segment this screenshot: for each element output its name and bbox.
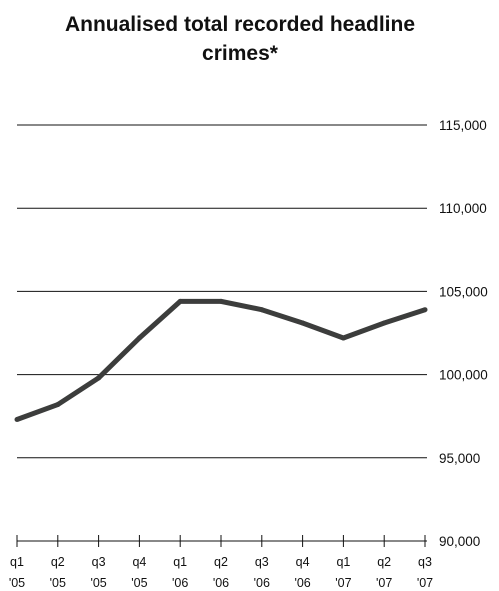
y-tick-label: 110,000: [439, 201, 487, 216]
x-tick-label-quarter: q1: [173, 555, 187, 569]
y-tick-label: 100,000: [439, 368, 488, 383]
x-tick-label-year: '07: [417, 576, 433, 590]
y-tick-label: 115,000: [439, 118, 487, 133]
x-tick-label-year: '05: [9, 576, 25, 590]
x-tick-label-year: '05: [90, 576, 106, 590]
data-point: [300, 320, 306, 326]
x-tick-label-quarter: q2: [377, 555, 391, 569]
x-tick-label-year: '05: [50, 576, 66, 590]
y-tick-label: 90,000: [439, 534, 480, 549]
data-point: [259, 307, 265, 313]
data-point: [136, 335, 142, 341]
x-tick-label-quarter: q4: [132, 555, 146, 569]
x-tick-label-quarter: q3: [255, 555, 269, 569]
chart-title-line-1: Annualised total recorded headline: [64, 13, 416, 36]
x-tick-label-quarter: q3: [418, 555, 432, 569]
data-point: [422, 307, 428, 313]
chart-title: Annualised total recorded headline crime…: [0, 10, 480, 68]
x-tick-label-year: '06: [172, 576, 188, 590]
x-tick-label-quarter: q3: [92, 555, 106, 569]
x-tick-label-quarter: q1: [10, 555, 24, 569]
x-tick-label-year: '06: [213, 576, 229, 590]
x-tick-label-year: '05: [131, 576, 147, 590]
data-point: [177, 298, 183, 304]
data-point: [14, 417, 20, 423]
series-line: [16, 298, 426, 422]
x-tick-label-year: '06: [294, 576, 310, 590]
x-tick-label-quarter: q2: [51, 555, 65, 569]
y-tick-label: 95,000: [439, 451, 480, 466]
chart-title-line-2: crimes*: [202, 42, 278, 65]
x-tick-label-year: '06: [254, 576, 270, 590]
x-tick-label-year: '07: [335, 576, 351, 590]
data-point: [96, 375, 102, 381]
x-tick-label-year: '07: [376, 576, 392, 590]
data-point: [55, 402, 61, 408]
x-tick-label-quarter: q1: [336, 555, 350, 569]
x-tick-label-quarter: q4: [296, 555, 310, 569]
data-point: [381, 320, 387, 326]
data-point: [218, 298, 224, 304]
x-tick-label-quarter: q2: [214, 555, 228, 569]
y-tick-label: 105,000: [439, 284, 488, 299]
data-point: [340, 335, 346, 341]
